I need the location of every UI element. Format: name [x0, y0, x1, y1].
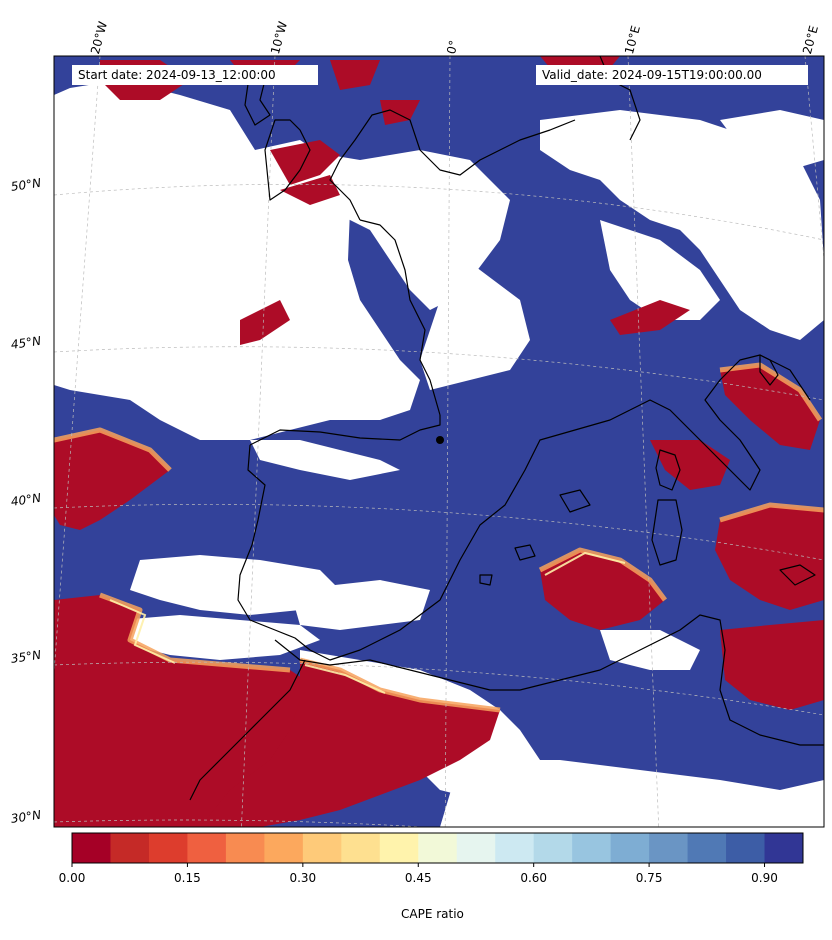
colorbar-segment [764, 833, 804, 863]
colorbar-tick-label: 0.45 [404, 871, 432, 885]
colorbar-segment [225, 833, 265, 863]
colorbar-tick-label: 0.30 [289, 871, 317, 885]
transition-highlights [109, 551, 626, 694]
valid-date-box: Valid_date: 2024-09-15T19:00:00.00 [536, 65, 808, 85]
valid-date-label: Valid_date: 2024-09-15T19:00:00.00 [542, 68, 762, 82]
map-frame [53, 55, 825, 828]
colorbar-tick-label: 0.60 [520, 871, 548, 885]
colorbar-segment [341, 833, 381, 863]
colorbar-segment [649, 833, 689, 863]
colorbar-segment [302, 833, 342, 863]
colorbar-segment [456, 833, 496, 863]
colorbar-segment [495, 833, 535, 863]
colorbar-segment [572, 833, 612, 863]
colorbar-segment [72, 833, 111, 863]
colorbar-frame [71, 832, 804, 864]
colorbar-segment [379, 833, 419, 863]
colorbar-segment [687, 833, 727, 863]
start-date-box: Start date: 2024-09-13_12:00:00 [72, 65, 318, 85]
start-date-label: Start date: 2024-09-13_12:00:00 [78, 68, 276, 82]
colorbar-segment [418, 833, 458, 863]
colorbar-label: CAPE ratio [401, 907, 464, 921]
colorbar-segment [533, 833, 573, 863]
island-marker [436, 436, 444, 444]
transition-fringes [54, 362, 824, 713]
colorbar-segment [148, 833, 188, 863]
colorbar-segment [264, 833, 304, 863]
colorbar-tick-label: 0.15 [174, 871, 201, 885]
colorbar-tick-label: 0.75 [635, 871, 663, 885]
colorbar-segment [610, 833, 650, 863]
colorbar-segment [110, 833, 150, 863]
colorbar-tick-label: 0.00 [58, 871, 86, 885]
colorbar-tick-label: 0.90 [751, 871, 778, 885]
colorbar [71, 832, 804, 867]
colorbar-segment [187, 833, 227, 863]
colorbar-segment [726, 833, 766, 863]
